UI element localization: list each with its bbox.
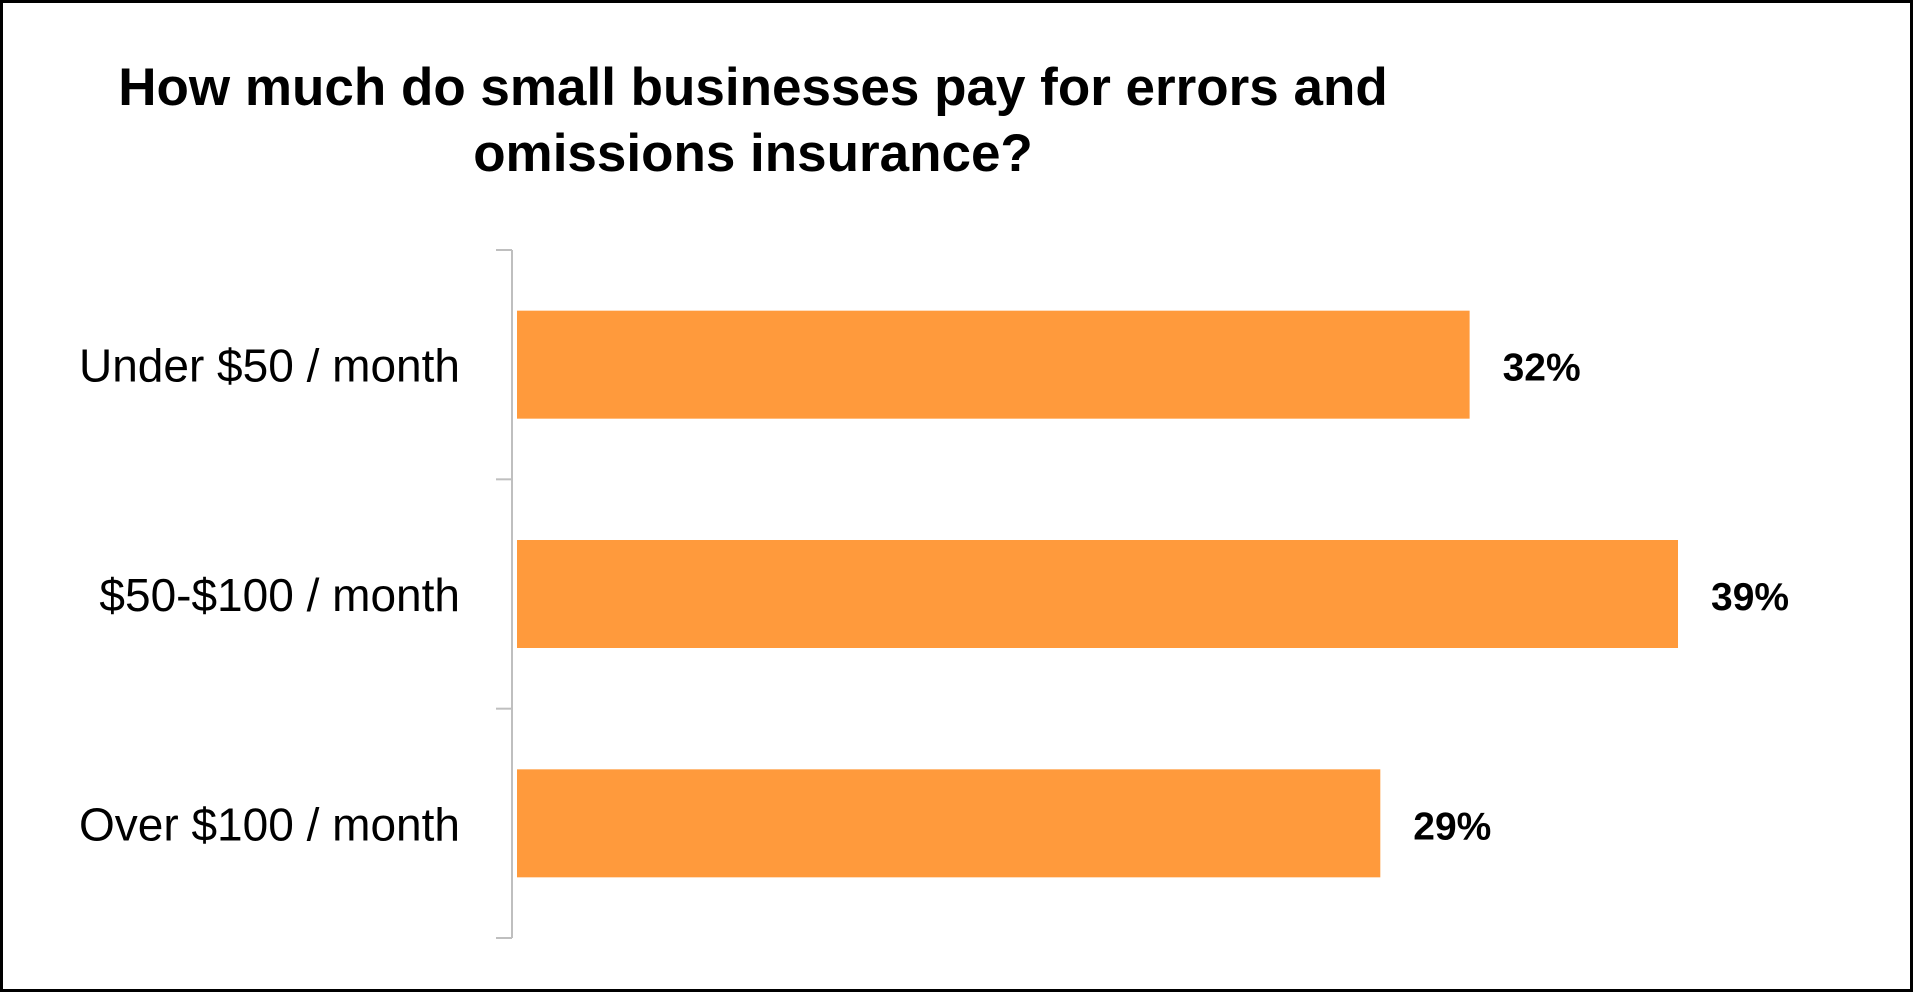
- data-label: 32%: [1503, 347, 1581, 390]
- chart-title-line-1: How much do small businesses pay for err…: [118, 58, 1388, 117]
- data-label: 39%: [1711, 576, 1789, 619]
- bar: [517, 769, 1381, 878]
- bar: [517, 310, 1470, 419]
- category-label: Over $100 / month: [79, 798, 460, 850]
- data-label: 29%: [1413, 805, 1491, 848]
- bar: [517, 540, 1678, 648]
- category-label: Under $50 / month: [79, 340, 460, 392]
- chart-title-line-2: omissions insurance?: [473, 124, 1033, 183]
- category-label: $50-$100 / month: [99, 569, 460, 621]
- chart-title: How much do small businesses pay for err…: [3, 55, 1503, 187]
